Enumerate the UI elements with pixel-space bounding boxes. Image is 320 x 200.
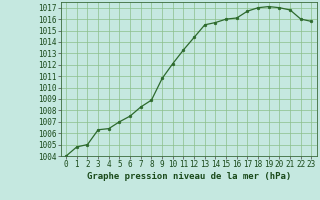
X-axis label: Graphe pression niveau de la mer (hPa): Graphe pression niveau de la mer (hPa) bbox=[87, 172, 291, 181]
